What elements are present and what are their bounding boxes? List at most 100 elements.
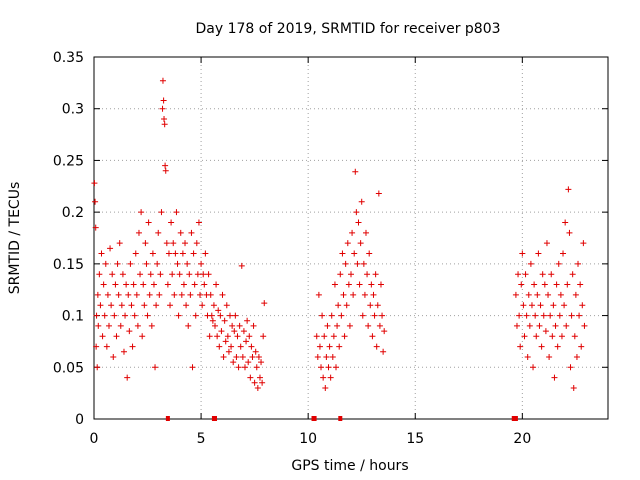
data-point [569,271,576,278]
data-point [520,302,527,309]
data-point [128,302,135,309]
data-point [336,343,343,350]
data-point [521,333,528,340]
data-point [337,271,344,278]
zero-data-point [165,416,170,421]
data-point [380,348,387,355]
data-point [346,322,353,329]
data-point [178,291,185,298]
data-point [110,353,117,360]
data-point [114,260,121,267]
data-point [132,250,139,257]
data-point [560,250,567,257]
data-point [568,312,575,319]
data-point [551,374,558,381]
data-point [225,348,232,355]
data-point [525,291,532,298]
data-point [361,291,368,298]
data-point [222,338,229,345]
y-tick-label: 0.25 [53,153,84,169]
data-point [315,291,322,298]
data-point [534,291,541,298]
data-point [243,338,250,345]
data-point [367,302,374,309]
data-point [576,312,583,319]
data-point [157,271,164,278]
data-point [194,271,201,278]
data-point [254,384,261,391]
data-point [234,333,241,340]
data-point [174,260,181,267]
data-point [95,322,102,329]
data-point [163,240,170,247]
data-point [260,333,267,340]
data-point [167,302,174,309]
data-point [256,374,263,381]
data-point [554,343,561,350]
data-point [321,333,328,340]
data-point [319,312,326,319]
data-point [159,105,166,112]
data-point [108,302,115,309]
data-point [563,322,570,329]
data-point [239,353,246,360]
data-point [171,291,178,298]
data-point [572,291,579,298]
data-point [348,271,354,278]
data-point [579,302,586,309]
data-point [126,328,133,335]
data-point [137,271,144,278]
data-point [316,343,323,350]
data-point [244,317,251,324]
data-point [250,322,257,329]
data-point [224,333,231,340]
data-point [557,291,564,298]
data-point [581,322,588,329]
data-point [564,281,571,288]
data-point [561,302,568,309]
y-tick-label: 0.2 [62,205,84,221]
data-point [216,343,223,350]
data-point [330,333,337,340]
data-point [113,333,120,340]
data-point [118,302,125,309]
data-point [173,209,180,216]
data-point [541,281,548,288]
data-point [519,250,526,257]
data-point [356,281,363,288]
data-point [562,219,569,226]
data-point [107,245,114,252]
data-point [139,333,146,340]
data-point [255,353,262,360]
data-point [208,312,215,319]
data-point [101,312,108,319]
data-point [169,271,176,278]
data-point [135,229,142,236]
data-point [215,307,222,314]
data-point [369,333,376,340]
data-point [526,322,533,329]
data-point [570,384,577,391]
data-point [246,333,253,340]
data-point [161,121,168,128]
x-tick-label: 10 [299,431,317,447]
data-point [523,312,530,319]
data-point [252,348,259,355]
data-point [221,317,228,324]
data-point [231,328,238,335]
x-tick-label: 0 [90,431,99,447]
data-point [122,312,129,319]
y-axis-label: SRMTID / TECUs [7,182,23,295]
data-point [158,209,165,216]
y-tick-label: 0.3 [62,102,84,118]
data-point [518,281,525,288]
x-tick-label: 15 [406,431,424,447]
data-point [116,240,123,247]
data-point [512,291,519,298]
data-point [92,198,99,205]
data-point [353,209,360,216]
data-point [183,302,190,309]
data-point [536,322,543,329]
data-point [186,271,193,278]
data-point [127,260,134,267]
